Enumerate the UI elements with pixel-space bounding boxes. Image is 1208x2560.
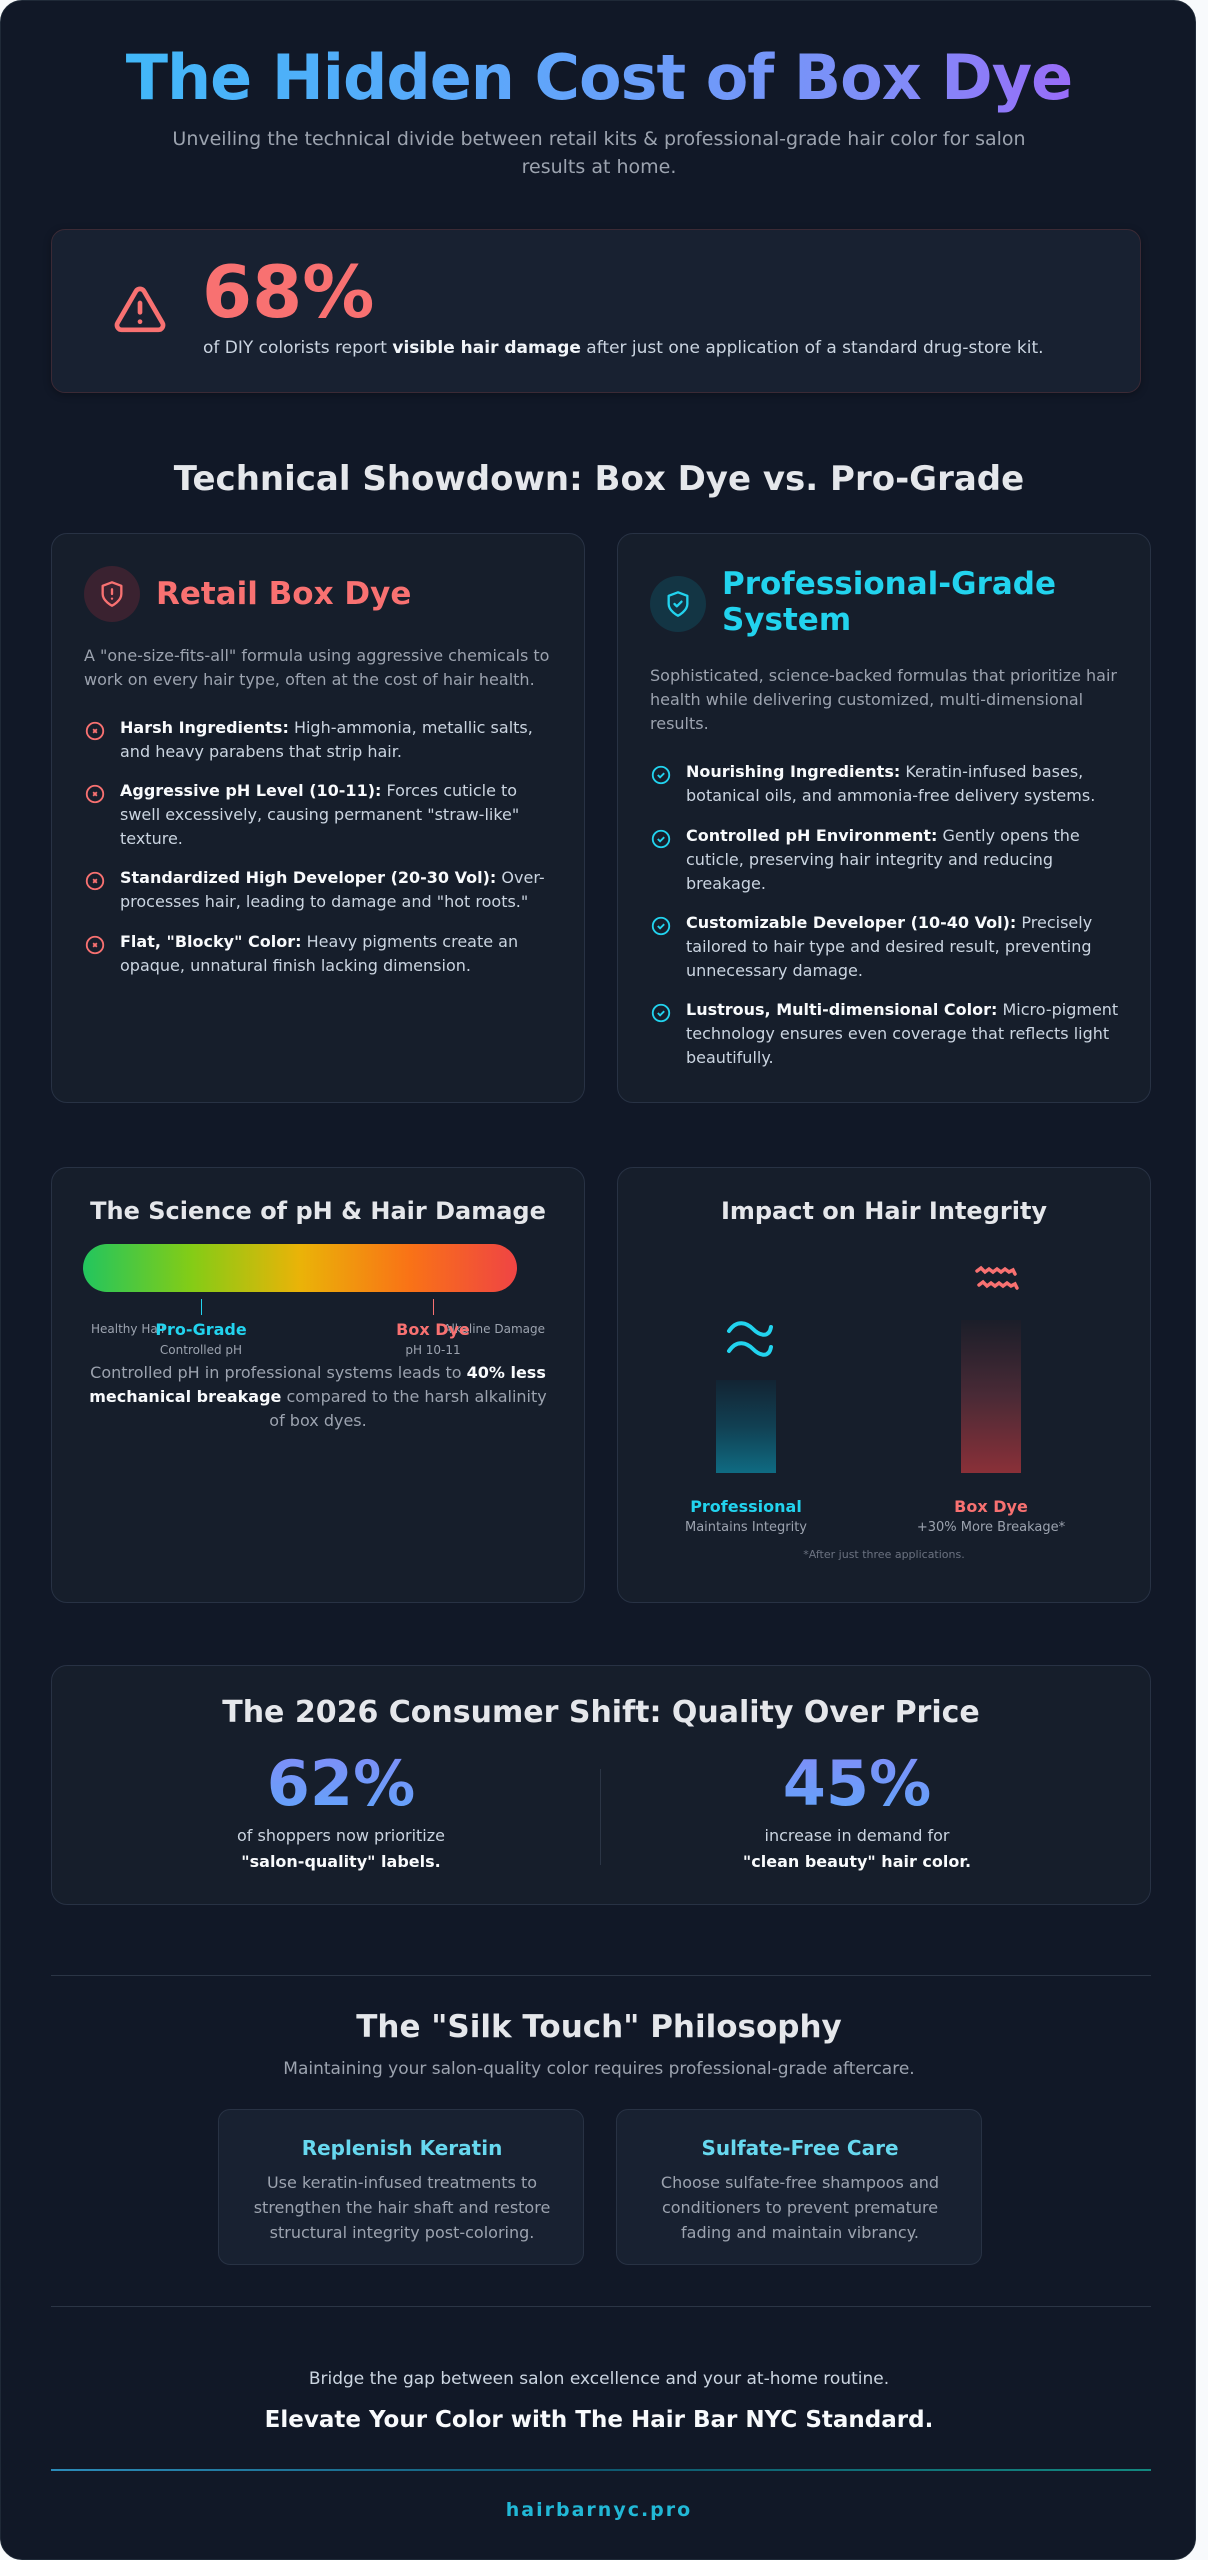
website-link[interactable]: hairbarnyc.pro [505,2499,693,2521]
check-circle-icon [651,916,671,936]
tip-card-keratin: Replenish Keratin Use keratin-infused tr… [218,2109,584,2265]
professional-grade-card: Professional-Grade System Sophisticated,… [617,533,1151,1103]
tip-text: Choose sulfate-free shampoos and conditi… [660,2173,940,2242]
ph-scale-right-label: Alkaline Damage [443,1322,545,1336]
footer-cta: Elevate Your Color with The Hair Bar NYC… [264,2407,934,2433]
check-circle-icon [651,1003,671,1023]
damage-stat-value: 68% [202,250,375,334]
ph-science-title: The Science of pH & Hair Damage [90,1197,546,1225]
footer-tagline: Bridge the gap between salon excellence … [308,2369,890,2389]
damage-stat-text: of DIY colorists report visible hair dam… [203,338,1044,358]
demand-stat-desc: increase in demand for "clean beauty" hai… [742,1826,972,1871]
x-circle-icon [85,784,105,804]
tip-title: Sulfate-Free Care [701,2136,899,2160]
shield-alert-icon [84,566,140,622]
showdown-title: Technical Showdown: Box Dye vs. Pro-Grad… [173,459,1025,499]
pro-card-title: Professional-Grade System [722,566,1056,638]
shoppers-stat-desc: of shoppers now prioritize "salon-quality… [237,1826,445,1871]
pro-grade-marker-sub: Controlled pH [159,1343,243,1357]
pro-grade-marker: Pro-Grade [155,1320,247,1339]
footer-accent-line [51,2469,1151,2471]
retail-card-title: Retail Box Dye [156,576,412,612]
shoppers-stat-value: 62% [191,1747,491,1820]
box-dye-marker-sub: pH 10-11 [405,1343,461,1357]
pro-grade-tick [201,1299,202,1315]
check-circle-icon [651,829,671,849]
retail-box-dye-card: Retail Box Dye A "one-size-fits-all" for… [51,533,585,1103]
professional-bar [716,1380,776,1473]
demand-stat-value: 45% [707,1747,1007,1820]
tip-card-sulfate-free: Sulfate-Free Care Choose sulfate-free sh… [616,2109,982,2265]
x-circle-icon [85,871,105,891]
box-dye-bar-label: Box Dye [954,1497,1028,1516]
retail-list-item: Aggressive pH Level (10-11): Forces cuti… [84,779,554,851]
check-circle-icon [651,765,671,785]
pro-card-description: Sophisticated, science-backed formulas t… [650,666,1118,733]
professional-bar-label: Professional [690,1497,802,1516]
pro-list-item: Nourishing Ingredients: Keratin-infused … [650,760,1120,808]
consumer-shift-title: The 2026 Consumer Shift: Quality Over Pr… [222,1695,980,1730]
damage-stat-card: 68% of DIY colorists report visible hair… [51,229,1141,393]
silk-touch-subtitle: Maintaining your salon-quality color req… [283,2059,915,2079]
ph-science-text: Controlled pH in professional systems le… [89,1363,547,1430]
warning-triangle-icon [114,286,166,333]
ph-scale-left-label: Healthy Hair [91,1322,166,1336]
stat-divider [600,1769,601,1865]
box-dye-bar [961,1320,1021,1473]
ph-gradient-scale [83,1244,517,1292]
box-dye-tick [433,1299,434,1315]
retail-list-item: Standardized High Developer (20-30 Vol):… [84,866,554,914]
pro-list-item: Customizable Developer (10-40 Vol): Prec… [650,911,1120,983]
x-circle-icon [85,721,105,741]
hair-integrity-card [617,1167,1151,1603]
ph-science-card [51,1167,585,1603]
box-dye-marker: Box Dye [396,1320,470,1339]
pro-list-item: Controlled pH Environment: Gently opens … [650,824,1120,896]
silk-touch-title: The "Silk Touch" Philosophy [356,2009,842,2045]
retail-list-item: Flat, "Blocky" Color: Heavy pigments cre… [84,930,554,978]
page-title: The Hidden Cost of Box Dye [1,41,1195,114]
retail-card-description: A "one-size-fits-all" formula using aggr… [84,646,550,689]
integrity-title: Impact on Hair Integrity [720,1197,1048,1225]
box-dye-bar-sub: +30% More Breakage* [916,1520,1066,1535]
integrity-footnote: *After just three applications. [803,1548,965,1561]
frizzy-wave-icon [975,1265,1019,1290]
section-divider [51,1975,1151,1976]
retail-list-item: Harsh Ingredients: High-ammonia, metalli… [84,716,554,764]
page-subtitle: Unveiling the technical divide between r… [172,128,1026,178]
section-divider [51,2306,1151,2307]
tip-title: Replenish Keratin [301,2136,503,2160]
pro-list-item: Lustrous, Multi-dimensional Color: Micro… [650,998,1120,1070]
professional-bar-sub: Maintains Integrity [684,1520,808,1535]
x-circle-icon [85,935,105,955]
smooth-wave-icon [727,1321,773,1357]
tip-text: Use keratin-infused treatments to streng… [253,2173,551,2242]
consumer-shift-card [51,1665,1151,1905]
shield-check-icon [650,576,706,632]
